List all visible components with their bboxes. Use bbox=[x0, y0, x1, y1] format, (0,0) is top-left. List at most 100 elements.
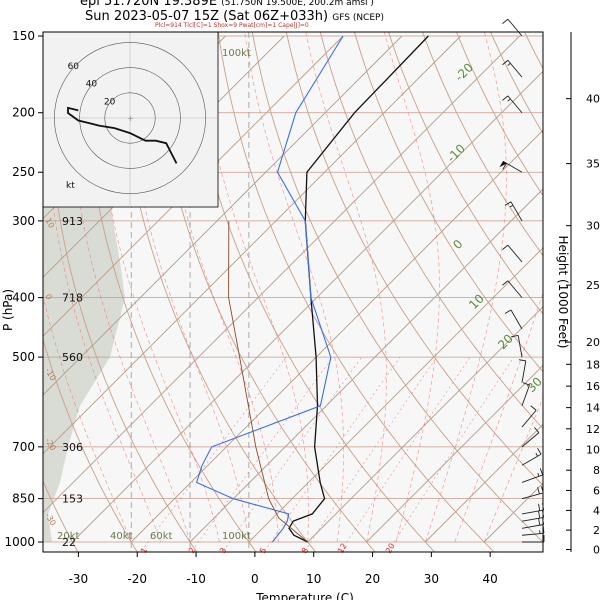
ytick-label-1000: 1000 bbox=[4, 535, 35, 549]
barb-staff bbox=[507, 95, 523, 114]
barb-staff bbox=[521, 532, 544, 536]
wind-barb-400 bbox=[502, 280, 523, 298]
x-axis-label: Temperature (C) bbox=[255, 591, 354, 600]
hodo-center-mark: + bbox=[127, 114, 134, 123]
series-dewpoint bbox=[195, 35, 344, 543]
wind-label-bottom-2: 60kt bbox=[150, 531, 173, 542]
barb-half bbox=[535, 452, 539, 457]
run-title: Sun 2023-05-07 15Z (Sat 06Z+033h) GFS (N… bbox=[85, 9, 384, 24]
moist-adiabat--15 bbox=[44, 32, 161, 543]
htick-label-6: 6 bbox=[593, 484, 600, 497]
htick-label-18: 18 bbox=[586, 358, 600, 371]
barb-full bbox=[542, 526, 545, 534]
xtick-label-20: 20 bbox=[365, 572, 380, 586]
dry-label-1: 0 bbox=[43, 293, 53, 302]
xtick-label--10: -10 bbox=[186, 572, 206, 586]
xtick-label-40: 40 bbox=[483, 572, 498, 586]
xtick-label--30: -30 bbox=[69, 572, 89, 586]
barb-staff bbox=[521, 453, 542, 466]
isotherm-0 bbox=[248, 247, 543, 543]
mixing-ratio-12 bbox=[339, 356, 471, 552]
barb-staff bbox=[521, 432, 540, 448]
barb-half bbox=[537, 472, 540, 477]
wind-barb-650 bbox=[521, 405, 537, 428]
barb-full bbox=[537, 487, 540, 495]
height-label-300: 913 bbox=[62, 215, 83, 228]
isotherm-10 bbox=[307, 306, 543, 543]
htick-label-20: 20 bbox=[586, 336, 600, 349]
htick-label-16: 16 bbox=[586, 380, 600, 393]
barb-staff bbox=[521, 474, 543, 483]
barb-full bbox=[538, 518, 541, 526]
htick-label-10: 10 bbox=[586, 444, 600, 457]
wind-barb-950 bbox=[521, 517, 545, 529]
hodo-ring-label-40: 40 bbox=[86, 80, 98, 90]
isotherm-30 bbox=[425, 423, 543, 543]
xtick-label-0: 0 bbox=[251, 572, 259, 586]
dry-adiabat--30 bbox=[43, 480, 79, 552]
hodograph-trace bbox=[67, 106, 178, 164]
barb-full bbox=[538, 511, 541, 519]
barb-full bbox=[537, 447, 542, 455]
moist-adiabat--20 bbox=[43, 293, 132, 543]
dry-label-0: 10 bbox=[43, 217, 56, 230]
ytick-label-200: 200 bbox=[12, 106, 35, 120]
barb-staff bbox=[507, 280, 523, 298]
height-label-700: 306 bbox=[62, 441, 83, 454]
mixing-label-3: 5 bbox=[258, 546, 268, 555]
barb-staff bbox=[521, 509, 544, 515]
barb-half bbox=[507, 98, 511, 102]
plot-frame bbox=[42, 31, 544, 553]
wind-barb-750 bbox=[521, 447, 542, 466]
htick-label-8: 8 bbox=[593, 464, 600, 477]
barb-full bbox=[518, 359, 526, 362]
barb-staff bbox=[521, 360, 527, 383]
barb-full bbox=[502, 95, 509, 101]
wind-barb-925 bbox=[521, 510, 545, 522]
wind-barb-500 bbox=[511, 335, 523, 358]
xtick-label-30: 30 bbox=[424, 572, 439, 586]
mixing-label-1: 2 bbox=[187, 546, 197, 555]
barb-full bbox=[504, 201, 512, 206]
barb-full bbox=[522, 382, 530, 386]
moist-adiabat-40 bbox=[483, 396, 543, 543]
barb-full bbox=[542, 503, 545, 511]
barb-full bbox=[502, 244, 509, 250]
barb-staff bbox=[521, 384, 530, 406]
htick-label-40: 40 bbox=[586, 93, 600, 106]
dry-adiabat-60 bbox=[285, 32, 543, 487]
wind-barb-250 bbox=[499, 160, 523, 173]
dry-adiabat-100 bbox=[422, 32, 543, 257]
ytick-label-500: 500 bbox=[12, 350, 35, 364]
barb-full bbox=[534, 427, 540, 434]
wind-label-top-3: 100kt bbox=[222, 48, 251, 59]
htick-label-14: 14 bbox=[586, 402, 600, 415]
isotherm--10 bbox=[189, 188, 543, 543]
isotherm--30 bbox=[72, 70, 543, 543]
moist-adiabat-35 bbox=[454, 291, 543, 543]
moist-adiabat-25 bbox=[383, 32, 440, 543]
mixing-label-0: 1 bbox=[139, 546, 149, 555]
wind-barb-150 bbox=[502, 18, 523, 37]
htick-label-30: 30 bbox=[586, 220, 600, 233]
ytick-label-150: 150 bbox=[12, 29, 35, 43]
barb-full bbox=[530, 405, 537, 411]
mixing-label-4: 8 bbox=[300, 546, 310, 555]
wind-barb-800 bbox=[521, 468, 544, 483]
wind-barb-175 bbox=[502, 59, 523, 78]
barb-staff bbox=[517, 335, 523, 358]
barb-full bbox=[502, 280, 509, 286]
barb-half bbox=[509, 204, 514, 208]
barb-staff bbox=[521, 409, 537, 428]
mixing-ratio-1 bbox=[140, 356, 287, 552]
dry-adiabat-80 bbox=[354, 32, 543, 373]
hodo-ring-label-20: 20 bbox=[104, 97, 116, 107]
wind-barb-600 bbox=[521, 382, 530, 406]
dry-adiabat-20 bbox=[149, 32, 376, 552]
mixing-ratio-5 bbox=[263, 356, 401, 552]
xtick-label-10: 10 bbox=[306, 572, 321, 586]
ytick-label-400: 400 bbox=[12, 291, 35, 305]
htick-label-25: 25 bbox=[586, 279, 600, 292]
dry-adiabat-50 bbox=[251, 32, 543, 543]
